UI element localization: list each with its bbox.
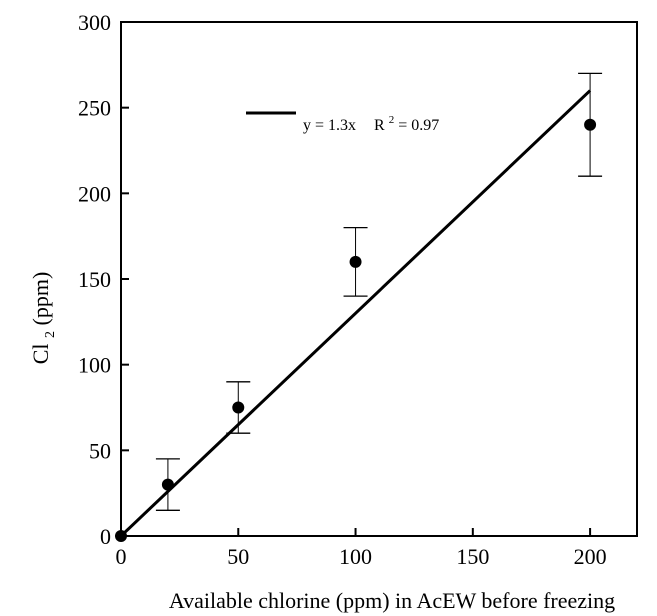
data-point bbox=[161, 478, 174, 491]
r2-superscript: 2 bbox=[389, 114, 395, 126]
y-tick-label: 50 bbox=[89, 438, 111, 463]
ticks: 0 50 100 150 200 0 50 100 150 200 250 300 bbox=[78, 10, 607, 569]
x-tick-label: 100 bbox=[339, 544, 372, 569]
fit-equation: y = 1.3x bbox=[303, 117, 356, 134]
data-point bbox=[115, 530, 127, 542]
data-point bbox=[584, 118, 597, 131]
y-tick-label: 0 bbox=[100, 524, 111, 549]
y-tick-label: 250 bbox=[78, 96, 111, 121]
y-axis-label-main: Cl bbox=[28, 343, 53, 364]
r2-value: = 0.97 bbox=[398, 117, 439, 134]
x-tick-label: 50 bbox=[227, 544, 249, 569]
y-tick-label: 200 bbox=[78, 181, 111, 206]
y-axis-label: Cl 2 (ppm) bbox=[28, 272, 59, 365]
legend-equation: y = 1.3x R 2 = 0.97 bbox=[303, 110, 439, 134]
y-axis-label-subscript: 2 bbox=[43, 331, 58, 338]
plot-frame bbox=[120, 21, 638, 537]
x-tick-label: 0 bbox=[116, 544, 127, 569]
x-axis-label: Available chlorine (ppm) in AcEW before … bbox=[169, 588, 615, 613]
fit-line-layer bbox=[119, 89, 592, 538]
x-tick-label: 150 bbox=[456, 544, 489, 569]
y-tick-label: 100 bbox=[78, 353, 111, 378]
y-tick-label: 300 bbox=[78, 10, 111, 35]
regression-line bbox=[119, 89, 592, 538]
y-tick-label: 150 bbox=[78, 267, 111, 292]
legend: y = 1.3x R 2 = 0.97 bbox=[246, 110, 439, 134]
y-axis-label-unit: (ppm) bbox=[28, 272, 53, 326]
data-points bbox=[115, 72, 603, 542]
data-point bbox=[232, 401, 245, 414]
r2-prefix: R bbox=[374, 117, 385, 134]
x-tick-label: 200 bbox=[574, 544, 607, 569]
axes bbox=[120, 21, 638, 537]
data-point bbox=[349, 255, 362, 268]
